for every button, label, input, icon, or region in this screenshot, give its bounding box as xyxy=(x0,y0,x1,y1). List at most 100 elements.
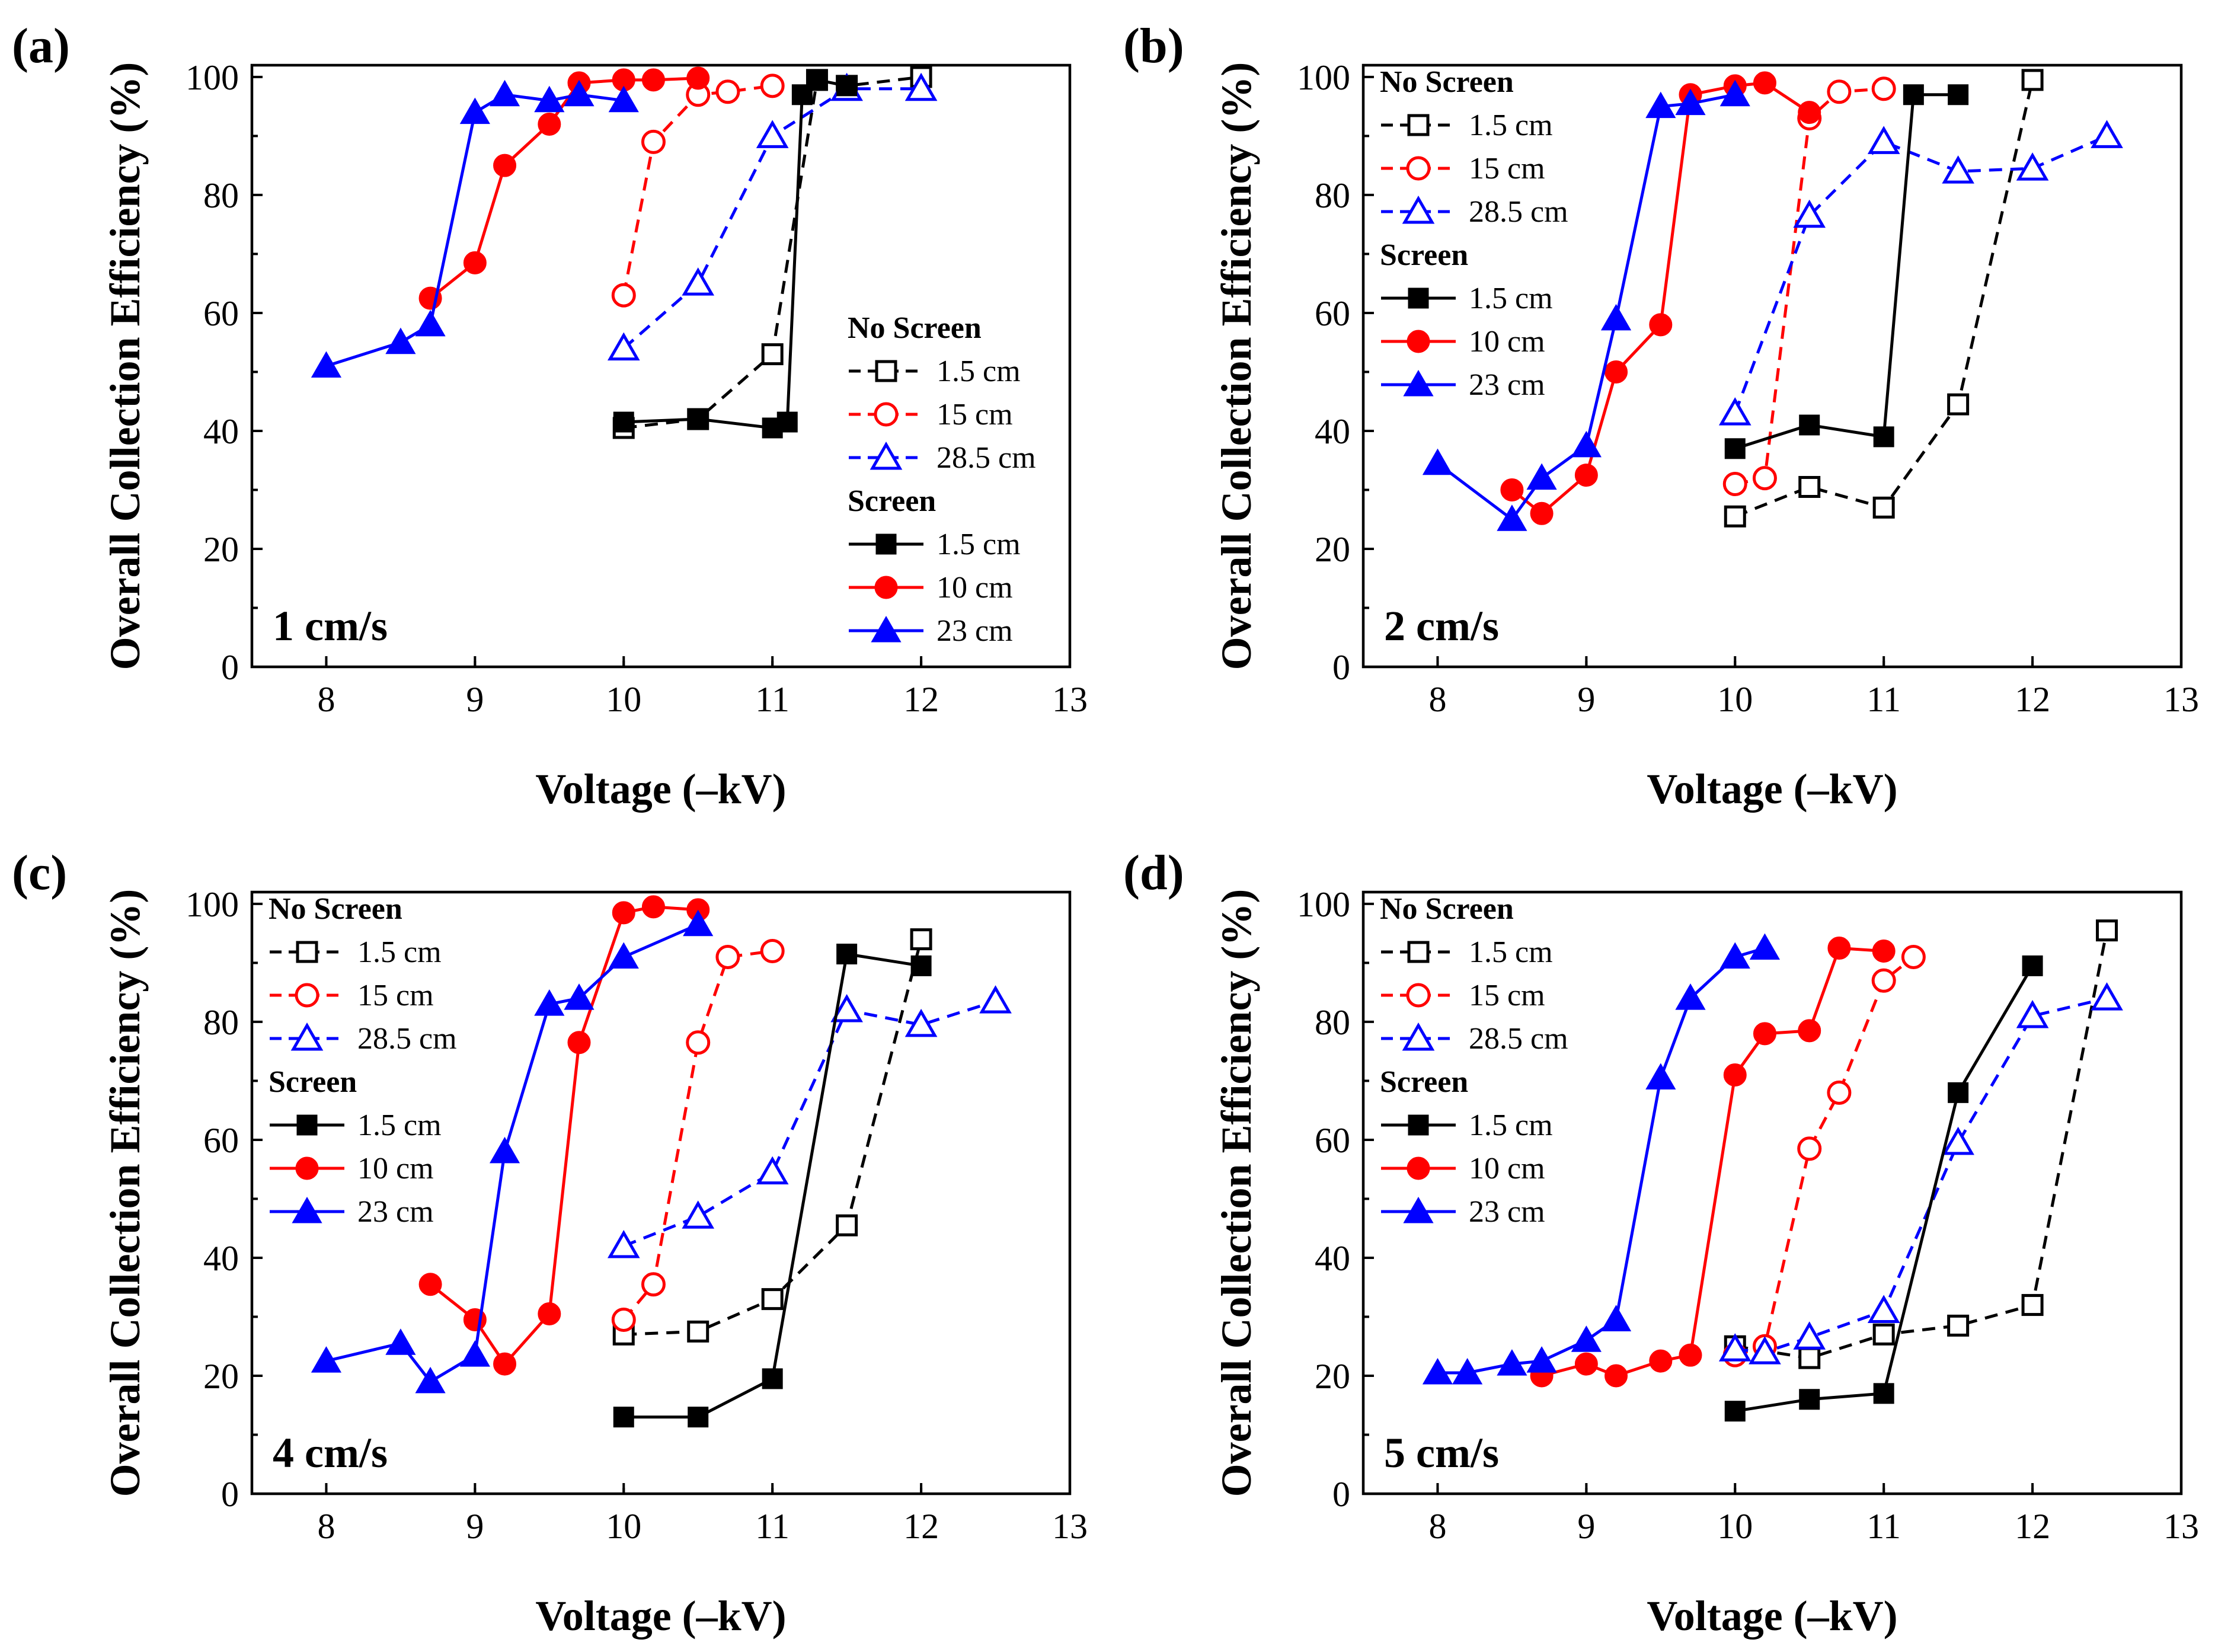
data-point xyxy=(641,129,666,154)
data-point xyxy=(1604,1364,1628,1388)
speed-annotation: 1 cm/s xyxy=(273,602,388,650)
data-point xyxy=(1873,426,1894,448)
legend-label: 15 cm xyxy=(936,398,1013,432)
data-point xyxy=(686,1030,711,1055)
data-point xyxy=(682,1200,715,1229)
data-point xyxy=(1799,1389,1820,1410)
plot-frame xyxy=(250,890,1072,1496)
data-point xyxy=(613,411,634,433)
data-point xyxy=(2021,69,2044,91)
legend-marker xyxy=(292,1196,322,1223)
legend-marker xyxy=(290,1022,324,1051)
data-point xyxy=(1793,199,1826,228)
data-point xyxy=(904,72,938,101)
legend-heading: Screen xyxy=(1380,1065,1468,1099)
legend-label: 1.5 cm xyxy=(1469,935,1553,969)
y-tick-label: 100 xyxy=(186,885,239,924)
data-point xyxy=(493,154,517,177)
series-line xyxy=(1734,930,2108,1360)
y-axis-label: Overall Collection Efficiency (%) xyxy=(1213,62,1260,670)
legend-marker xyxy=(1403,369,1434,397)
data-point xyxy=(641,68,665,92)
series-line xyxy=(622,950,773,1321)
series-line xyxy=(1734,93,1958,450)
legend-label: 10 cm xyxy=(1469,1152,1545,1186)
data-point xyxy=(806,69,827,91)
plot-frame xyxy=(1361,63,2183,669)
data-point xyxy=(979,985,1012,1014)
y-tick-label: 0 xyxy=(221,648,239,687)
data-point xyxy=(1901,944,1926,969)
data-point xyxy=(564,79,594,107)
panel-label: (c) xyxy=(12,845,67,900)
legend-marker xyxy=(1403,1196,1434,1223)
series-screen-1-5-cm xyxy=(1724,84,1969,459)
y-tick-label: 0 xyxy=(1332,648,1350,687)
data-point xyxy=(1497,1349,1527,1376)
series-no-screen-28-5-cm xyxy=(1718,120,2123,426)
data-point xyxy=(1797,1136,1822,1161)
data-point xyxy=(1793,1321,1826,1350)
data-point xyxy=(836,1214,858,1236)
legend-label: 28.5 cm xyxy=(936,441,1036,475)
data-point xyxy=(1948,84,1969,106)
legend-marker xyxy=(1407,941,1430,963)
data-point xyxy=(607,1230,640,1258)
x-tick-label: 13 xyxy=(1052,1507,1088,1546)
data-point xyxy=(688,408,709,430)
data-point xyxy=(830,994,863,1022)
data-point xyxy=(761,343,784,366)
data-point xyxy=(534,85,565,113)
x-tick-label: 9 xyxy=(1577,680,1595,719)
legend-label: 15 cm xyxy=(357,979,434,1012)
series-line xyxy=(623,75,922,430)
data-point xyxy=(1749,933,1781,960)
series-screen-10-cm xyxy=(418,66,710,310)
data-point xyxy=(1719,942,1750,969)
x-tick-label: 10 xyxy=(1717,680,1753,719)
x-tick-label: 10 xyxy=(606,1507,641,1546)
data-point xyxy=(904,1008,938,1037)
data-point xyxy=(1798,475,1821,498)
panel-a: 8 9 10 11 12 13 0 20 40 60 80 100 Voltage (–kV) Overa… xyxy=(12,18,1088,813)
data-point xyxy=(538,1302,561,1325)
series-line xyxy=(622,84,773,296)
x-tick-label: 12 xyxy=(903,680,939,719)
data-point xyxy=(2022,955,2043,976)
data-point xyxy=(1530,501,1554,525)
data-point xyxy=(1649,1349,1673,1373)
legend-label: 23 cm xyxy=(1469,1195,1545,1229)
x-tick-label: 8 xyxy=(1428,680,1446,719)
legend-label: 15 cm xyxy=(1469,152,1545,186)
data-point xyxy=(1947,393,1970,416)
data-point xyxy=(760,74,785,98)
legend-marker xyxy=(296,941,318,963)
legend-marker xyxy=(1408,1114,1429,1136)
data-point xyxy=(1526,463,1557,490)
data-point xyxy=(1752,466,1777,491)
data-point xyxy=(538,113,561,136)
data-point xyxy=(2096,919,2118,942)
data-point xyxy=(1422,1357,1453,1385)
data-point xyxy=(1724,438,1746,459)
series-screen-23-cm xyxy=(311,909,714,1394)
legend-marker xyxy=(874,576,898,599)
data-point xyxy=(910,928,932,951)
y-tick-label: 80 xyxy=(203,1003,239,1042)
panel-label: (a) xyxy=(12,18,70,74)
legend-label: 10 cm xyxy=(1469,325,1545,359)
series-line xyxy=(1733,135,2108,414)
y-tick-label: 60 xyxy=(203,1121,239,1160)
data-point xyxy=(715,944,740,969)
data-point xyxy=(1942,1126,1974,1155)
legend-label: 1.5 cm xyxy=(936,354,1021,388)
series-screen-10-cm xyxy=(1500,71,1821,525)
legend-marker xyxy=(1402,1022,1435,1051)
legend-heading: No Screen xyxy=(848,311,982,345)
legend-marker xyxy=(295,1156,319,1180)
legend-marker xyxy=(1406,156,1431,181)
y-tick-label: 100 xyxy=(186,58,239,97)
series-line xyxy=(1541,946,1884,1378)
